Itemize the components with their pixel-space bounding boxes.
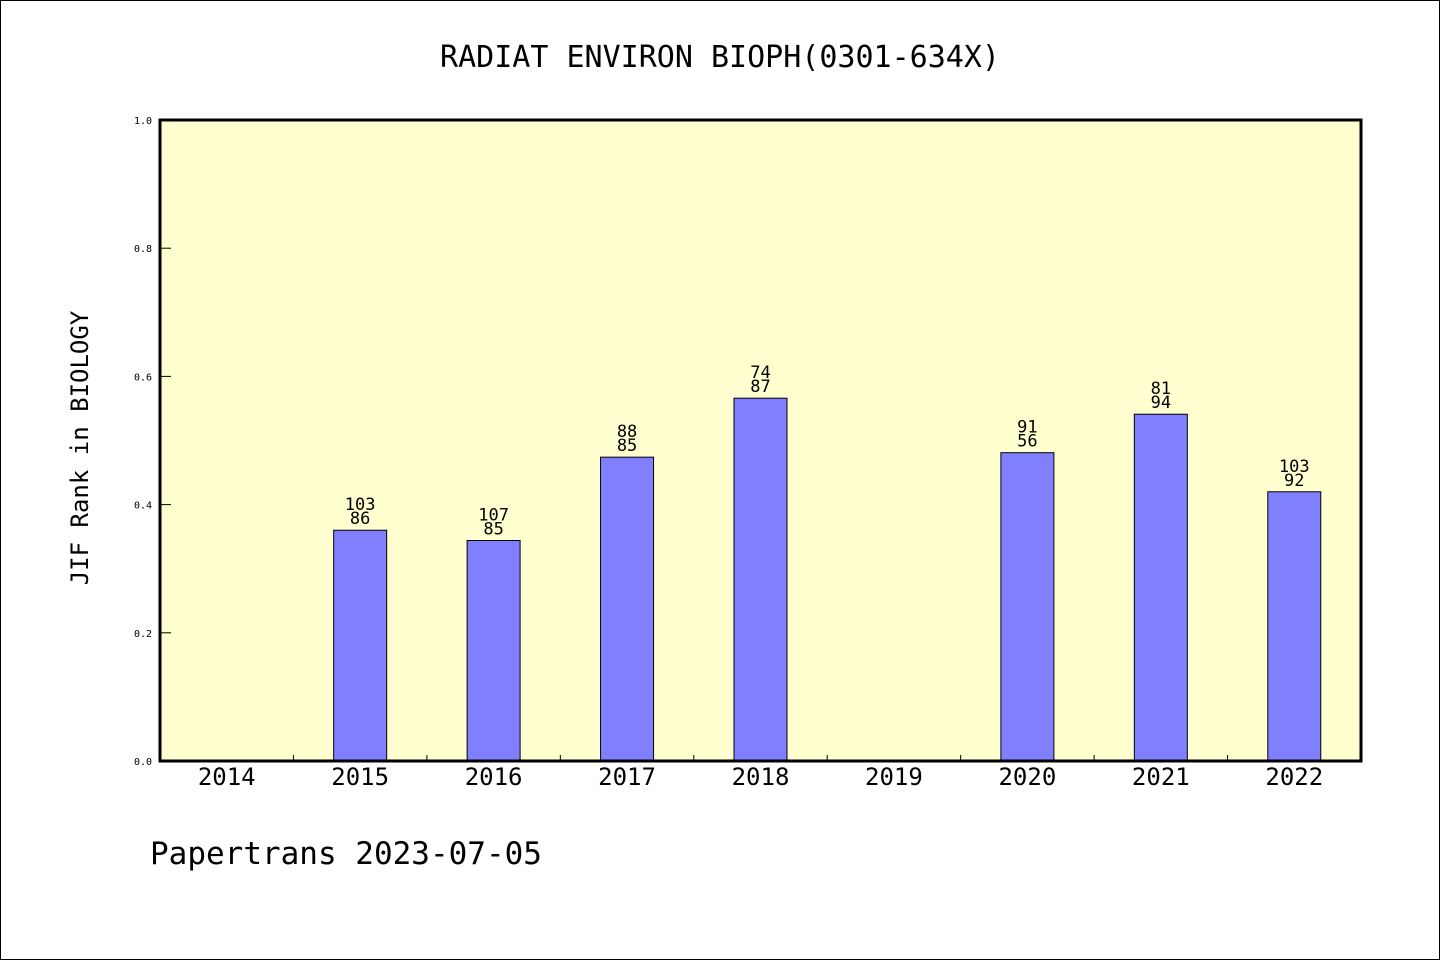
y-tick-label: 0.4	[134, 501, 152, 512]
bar-2017	[600, 456, 655, 762]
x-tick-label: 2022	[1265, 763, 1323, 791]
footer-credit: Papertrans 2023-07-05	[150, 836, 542, 872]
data-label-rank: 91	[1017, 418, 1037, 438]
y-tick-label: 1.0	[134, 116, 152, 127]
data-label-total: 94	[1151, 393, 1171, 413]
data-label-rank: 88	[617, 422, 637, 442]
x-tick-label: 2019	[865, 763, 923, 791]
x-tick-label: 2014	[198, 763, 256, 791]
bar-2016	[466, 539, 521, 762]
bar-2018	[733, 397, 788, 762]
plot-border	[158, 118, 1363, 763]
data-label-rank: 74	[750, 363, 770, 383]
data-label-rank: 81	[1151, 379, 1171, 399]
x-tick-label: 2020	[998, 763, 1056, 791]
x-axis: 2014 2015 2016 2017 2018 2019 2020 2021 2022	[198, 755, 1323, 791]
data-label-rank: 107	[478, 505, 509, 525]
y-tick-label: 0.2	[134, 629, 152, 640]
x-tick-label: 2015	[331, 763, 389, 791]
data-label-total: 85	[617, 436, 637, 456]
x-tick-label: 2021	[1132, 763, 1190, 791]
data-label-total: 86	[350, 509, 370, 529]
data-label-total: 87	[750, 377, 770, 397]
bar-2021	[1133, 413, 1188, 762]
bar-2020	[1000, 452, 1055, 762]
y-axis-label: JIF Rank in BIOLOGY	[66, 310, 94, 585]
y-tick-label: 0.8	[134, 244, 152, 255]
bar-2015	[333, 529, 388, 762]
y-tick-label: 0.6	[134, 372, 152, 383]
bar-2022	[1267, 491, 1322, 762]
data-label-rank: 103	[1279, 457, 1310, 477]
x-tick-label: 2017	[598, 763, 656, 791]
data-label-total: 56	[1017, 432, 1037, 452]
data-label-rank: 103	[345, 495, 376, 515]
y-tick-label: 0.0	[134, 757, 152, 768]
chart-title: RADIAT ENVIRON BIOPH(0301-634X)	[440, 40, 1000, 75]
x-tick-label: 2018	[732, 763, 790, 791]
x-tick-label: 2016	[465, 763, 523, 791]
data-label-total: 85	[483, 519, 503, 539]
data-label-total: 92	[1284, 471, 1304, 491]
